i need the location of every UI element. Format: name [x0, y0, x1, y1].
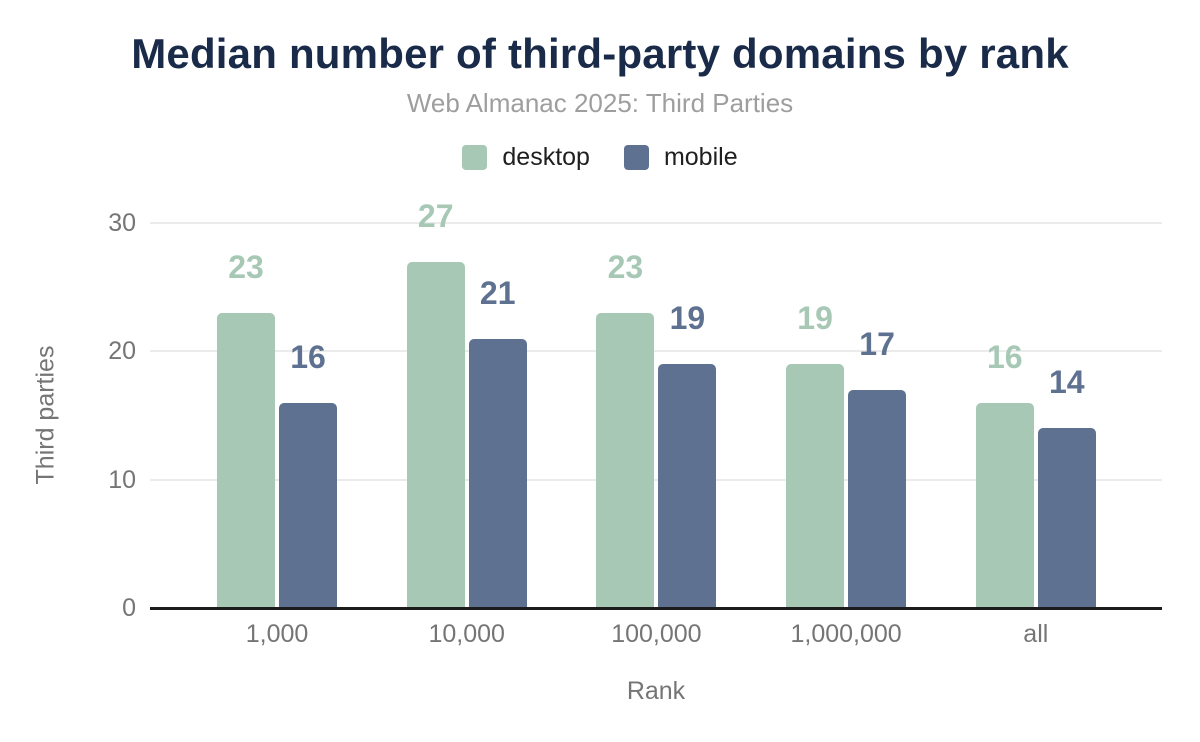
bar-value-label-mobile-100000: 19 — [669, 300, 706, 337]
bar-value-label-desktop-1000: 23 — [228, 248, 264, 285]
chart-subtitle: Web Almanac 2025: Third Parties — [406, 88, 794, 118]
bar-mobile-1000000 — [848, 389, 907, 608]
chart-legend: desktop mobile — [0, 142, 1200, 172]
bar-value-label-mobile-all: 14 — [1049, 364, 1085, 401]
x-axis-title: Rank — [626, 677, 686, 705]
bar-value-label-mobile-1000000: 17 — [859, 325, 895, 362]
bar-value-label-desktop-all: 16 — [987, 338, 1023, 375]
bar-desktop-1000 — [217, 312, 275, 608]
y-tick-label-20: 20 — [108, 337, 136, 366]
legend-label-mobile: mobile — [663, 142, 738, 171]
bar-desktop-all — [975, 402, 1034, 608]
chart-title: Median number of third-party domains by … — [131, 30, 1069, 77]
y-axis-title: Third parties — [31, 345, 60, 485]
legend-swatch-desktop — [462, 144, 488, 170]
x-tick-label-10000: 10,000 — [428, 620, 505, 648]
x-tick-label-1000: 1,000 — [245, 620, 309, 648]
x-tick-label-100000: 100,000 — [611, 620, 702, 648]
y-tick-label-0: 0 — [122, 594, 136, 622]
legend-item-desktop: desktop — [462, 142, 590, 171]
gridline-30 — [150, 222, 1162, 224]
y-tick-label-10: 10 — [108, 465, 136, 494]
plot-area: 0 10 20 30 23 16 1,000 27 21 10,000 23 19 100,000 19 1… — [108, 200, 1162, 648]
bar-value-label-desktop-10000: 27 — [417, 197, 454, 234]
x-tick-label-1000000: 1,000,000 — [790, 620, 902, 648]
bar-value-label-mobile-10000: 21 — [479, 274, 516, 311]
legend-swatch-mobile — [623, 144, 649, 170]
bar-mobile-100000 — [658, 364, 717, 608]
legend-label-desktop: desktop — [502, 142, 590, 171]
bar-value-label-desktop-1000000: 19 — [797, 300, 833, 337]
legend-item-mobile: mobile — [623, 142, 738, 171]
bar-value-label-desktop-100000: 23 — [607, 248, 644, 285]
bar-value-label-mobile-1000: 16 — [290, 338, 326, 375]
bar-desktop-100000 — [596, 312, 655, 608]
gridline-20 — [150, 350, 1162, 353]
bar-mobile-10000 — [468, 338, 527, 608]
bar-desktop-1000000 — [786, 364, 845, 608]
x-axis-line — [150, 607, 1162, 610]
y-tick-label-30: 30 — [108, 209, 136, 238]
bar-mobile-1000 — [279, 402, 337, 608]
bar-mobile-all — [1037, 428, 1096, 608]
x-tick-label-all: all — [1023, 620, 1049, 648]
bar-desktop-10000 — [406, 261, 465, 608]
gridline-10 — [150, 478, 1162, 481]
